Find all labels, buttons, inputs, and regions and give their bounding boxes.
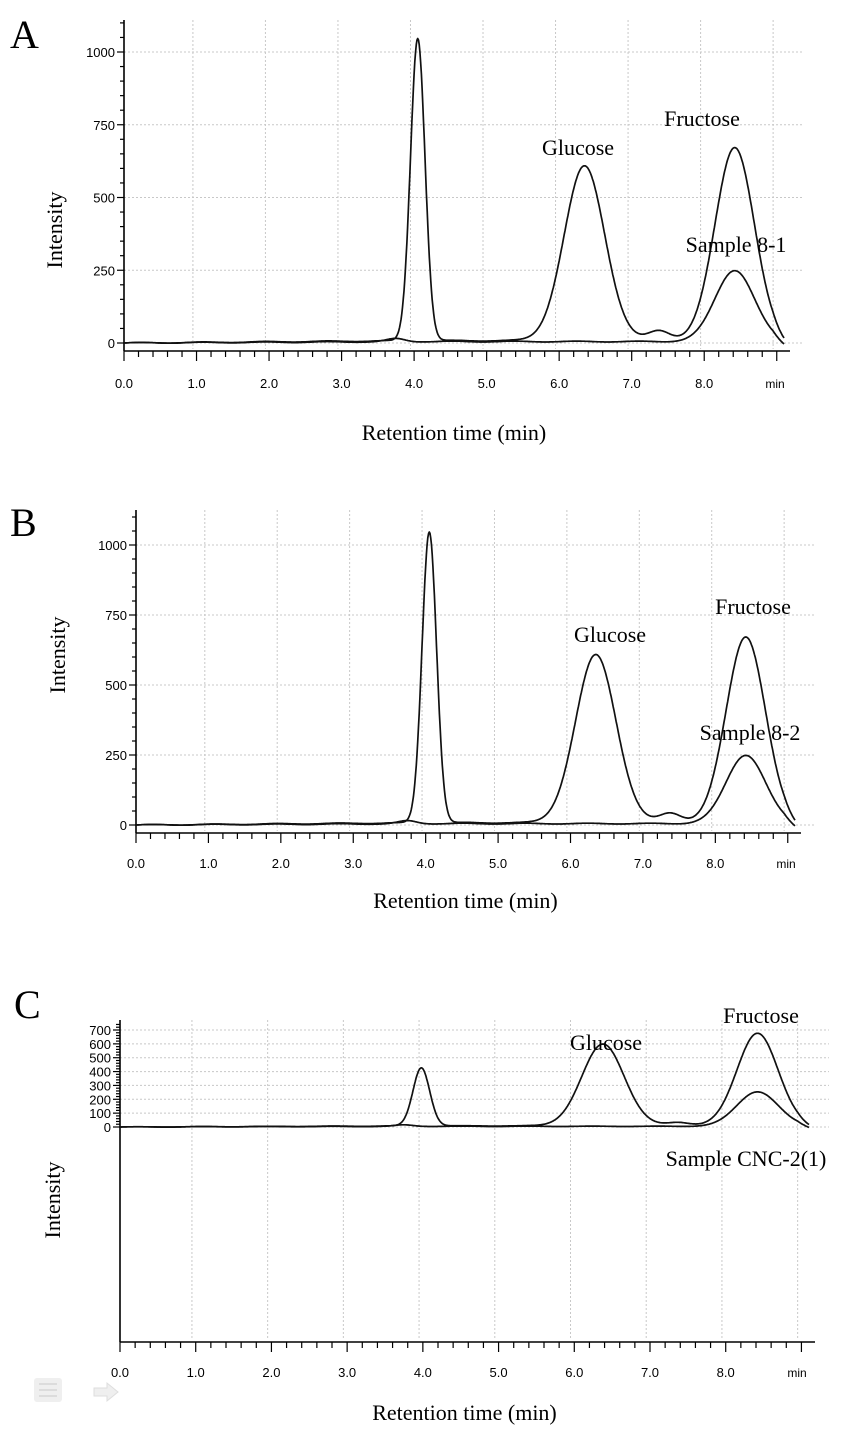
x-tick-label: 4.0: [405, 376, 423, 391]
y-tick-label: 250: [105, 748, 127, 763]
sample-trace: [123, 269, 785, 345]
x-tick-label: 1.0: [199, 856, 217, 871]
x-tick-label: 5.0: [490, 1365, 508, 1380]
peak-annotation: Fructose: [723, 1003, 799, 1028]
x-tick-label: 0.0: [115, 376, 133, 391]
y-tick-label: 400: [89, 1065, 111, 1080]
x-tick-label: 4.0: [414, 1365, 432, 1380]
panel-letter: B: [10, 500, 37, 545]
peak-annotation: Sample 8-2: [700, 720, 801, 745]
x-tick-label: 8.0: [717, 1365, 735, 1380]
panel-letter: A: [10, 12, 39, 57]
arrow-right-icon[interactable]: [90, 1378, 122, 1406]
x-unit-label: min: [776, 857, 795, 871]
y-tick-label: 0: [120, 818, 127, 833]
x-axis-title: Retention time (min): [373, 888, 558, 913]
sample-trace: [135, 754, 796, 827]
y-tick-label: 0: [108, 336, 115, 351]
x-unit-label: min: [787, 1366, 806, 1380]
peak-annotation: Fructose: [664, 106, 740, 131]
chart-panel-b: 0 250 500 750 1000 0.0 1.0 2.0 3.0 4.0 5.0 6.0 7.0 8.…: [10, 500, 815, 913]
x-tick-label: 6.0: [561, 856, 579, 871]
standard-trace: [135, 531, 796, 826]
y-tick-label: 0: [104, 1120, 111, 1135]
peak-annotation: Glucose: [574, 622, 646, 647]
y-tick-label: 200: [89, 1092, 111, 1107]
x-axis-title: Retention time (min): [372, 1400, 557, 1425]
x-tick-label: 7.0: [623, 376, 641, 391]
x-tick-label: 0.0: [111, 1365, 129, 1380]
x-tick-label: 2.0: [272, 856, 290, 871]
y-tick-label: 600: [89, 1037, 111, 1052]
y-tick-label: 750: [105, 608, 127, 623]
document-icon[interactable]: [34, 1378, 62, 1402]
y-axis-title: Intensity: [45, 617, 70, 694]
y-tick-label: 100: [89, 1106, 111, 1121]
x-tick-label: 8.0: [695, 376, 713, 391]
x-tick-label: 7.0: [634, 856, 652, 871]
x-tick-label: 5.0: [489, 856, 507, 871]
x-tick-label: 3.0: [344, 856, 362, 871]
peak-annotation: Sample 8-1: [686, 232, 787, 257]
x-tick-label: 6.0: [550, 376, 568, 391]
x-unit-label: min: [765, 377, 784, 391]
y-tick-label: 500: [105, 678, 127, 693]
x-tick-label: 4.0: [417, 856, 435, 871]
x-tick-label: 1.0: [187, 376, 205, 391]
sample-trace: [119, 1091, 810, 1129]
y-tick-label: 1000: [86, 45, 115, 60]
x-tick-label: 7.0: [641, 1365, 659, 1380]
panel-letter: C: [14, 982, 41, 1027]
y-tick-label: 750: [93, 118, 115, 133]
chart-panel-a: 0 250 500 750 1000 0.0 1.0 2.0 3.0 4.0 5.0 6.0 7.0 8.…: [10, 12, 804, 445]
x-tick-label: 3.0: [338, 1365, 356, 1380]
x-tick-label: 5.0: [478, 376, 496, 391]
y-tick-label: 300: [89, 1078, 111, 1093]
x-tick-label: 2.0: [260, 376, 278, 391]
x-axis-title: Retention time (min): [362, 420, 547, 445]
peak-annotation: Glucose: [542, 135, 614, 160]
y-axis-title: Intensity: [40, 1162, 65, 1239]
x-tick-label: 0.0: [127, 856, 145, 871]
x-tick-label: 2.0: [262, 1365, 280, 1380]
y-axis-title: Intensity: [42, 192, 67, 269]
standard-trace: [123, 37, 785, 344]
x-tick-label: 6.0: [565, 1365, 583, 1380]
x-tick-label: 8.0: [706, 856, 724, 871]
peak-annotation: Sample CNC-2(1): [666, 1146, 827, 1171]
peak-annotation: Glucose: [570, 1030, 642, 1055]
y-tick-label: 1000: [98, 538, 127, 553]
figure-toolbar: [34, 1378, 122, 1406]
y-tick-label: 250: [93, 263, 115, 278]
x-tick-label: 3.0: [333, 376, 351, 391]
y-tick-label: 700: [89, 1023, 111, 1038]
y-tick-label: 500: [89, 1051, 111, 1066]
x-tick-label: 1.0: [187, 1365, 205, 1380]
peak-annotation: Fructose: [715, 594, 791, 619]
y-tick-label: 500: [93, 191, 115, 206]
